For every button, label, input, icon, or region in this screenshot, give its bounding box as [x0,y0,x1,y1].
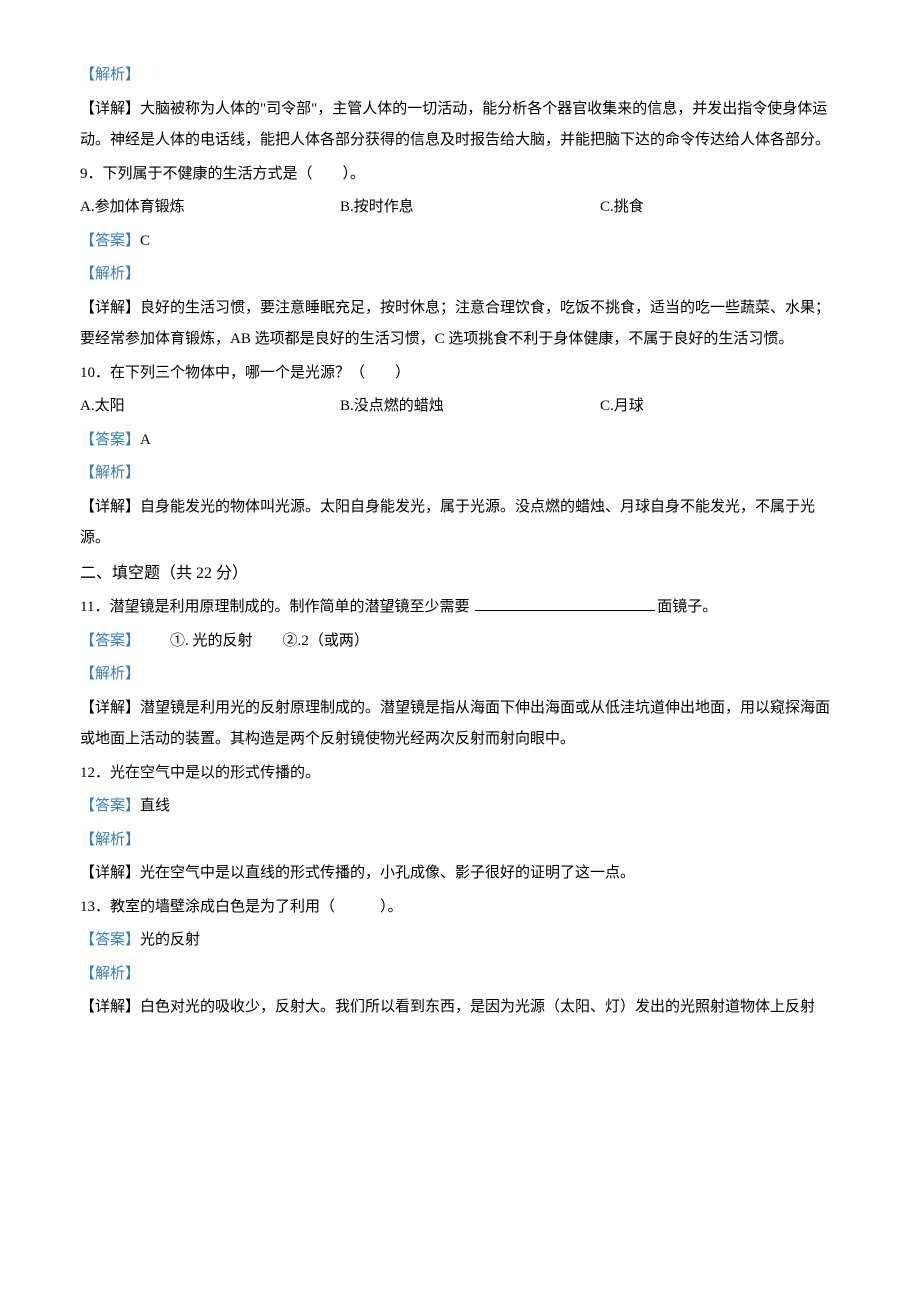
q10-stem: 10．在下列三个物体中，哪一个是光源？（ ） [80,358,840,390]
q10-choice-b: B.没点燃的蜡烛 [340,391,600,423]
q10-detail: 【详解】自身能发光的物体叫光源。太阳自身能发光，属于光源。没点燃的蜡烛、月球自身… [80,492,840,555]
q9-choice-b: B.按时作息 [340,192,600,224]
q13-answer: 【答案】光的反射 [80,925,840,957]
analysis-tag: 【解析】 [80,832,140,848]
q13-detail: 【详解】白色对光的吸收少，反射大。我们所以看到东西，是因为光源（太阳、灯）发出的… [80,992,840,1024]
q9-choices: A.参加体育锻炼 B.按时作息 C.挑食 [80,192,840,224]
q11-answer: 【答案】①. 光的反射②.2（或两） [80,626,840,658]
q9-choice-c: C.挑食 [600,192,840,224]
q12-answer: 【答案】直线 [80,791,840,823]
q11-detail: 【详解】潜望镜是利用光的反射原理制成的。潜望镜是指从海面下伸出海面或从低洼坑道伸… [80,693,840,756]
q9-detail: 【详解】良好的生活习惯，要注意睡眠充足，按时休息；注意合理饮食，吃饭不挑食，适当… [80,293,840,356]
analysis-tag: 【解析】 [80,67,140,83]
analysis-tag: 【解析】 [80,966,140,982]
q10-answer: 【答案】A [80,425,840,457]
q12-stem: 12．光在空气中是以的形式传播的。 [80,758,840,790]
q9-answer: 【答案】C [80,226,840,258]
q10-choices: A.太阳 B.没点燃的蜡烛 C.月球 [80,391,840,423]
section-2-title: 二、填空题（共 22 分） [80,557,840,591]
analysis-tag: 【解析】 [80,465,140,481]
q10-choice-c: C.月球 [600,391,840,423]
q13-stem: 13．教室的墙壁涂成白色是为了利用（ ）。 [80,892,840,924]
q10-choice-a: A.太阳 [80,391,340,423]
q9-stem: 9．下列属于不健康的生活方式是（ ）。 [80,159,840,191]
q9-choice-a: A.参加体育锻炼 [80,192,340,224]
q11-stem: 11．潜望镜是利用原理制成的。制作简单的潜望镜至少需要 面镜子。 [80,592,840,624]
analysis-tag: 【解析】 [80,266,140,282]
q12-detail: 【详解】光在空气中是以直线的形式传播的，小孔成像、影子很好的证明了这一点。 [80,858,840,890]
q8-detail: 【详解】大脑被称为人体的"司令部"，主管人体的一切活动，能分析各个器官收集来的信… [80,94,840,157]
analysis-tag: 【解析】 [80,666,140,682]
blank-line [475,610,655,611]
